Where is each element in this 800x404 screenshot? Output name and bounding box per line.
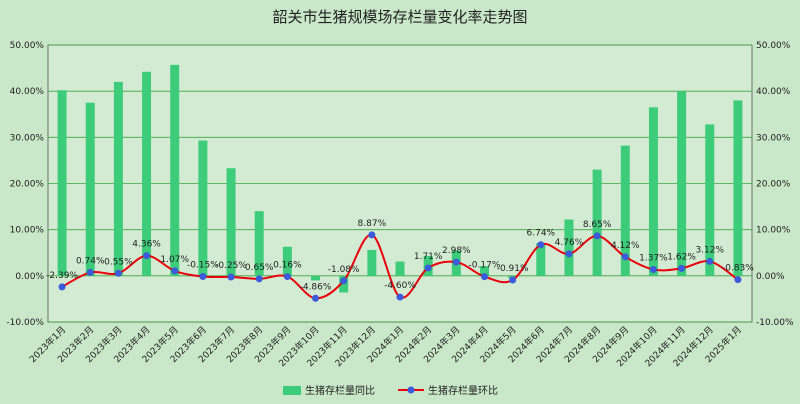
line-marker — [368, 231, 376, 239]
data-label: 0.55% — [104, 257, 133, 267]
bar — [85, 102, 95, 276]
bar — [677, 91, 687, 276]
data-label: 2.98% — [442, 246, 471, 256]
bar — [564, 219, 574, 276]
bar — [648, 107, 658, 276]
line-marker — [396, 293, 404, 301]
bar — [620, 145, 630, 276]
line-marker — [706, 257, 714, 265]
line-marker — [565, 250, 573, 258]
data-label: 0.74% — [76, 256, 105, 266]
y-tick-label-right: 0.00% — [756, 272, 785, 282]
data-label: 1.07% — [160, 255, 189, 265]
line-marker — [312, 294, 320, 302]
line-marker — [283, 273, 291, 281]
data-label: -1.08% — [328, 265, 360, 275]
data-label: -0.91% — [497, 264, 529, 274]
y-tick-label-right: 20.00% — [756, 180, 791, 190]
data-label: -2.39% — [46, 271, 78, 281]
y-tick-label-left: 10.00% — [10, 226, 45, 236]
y-tick-label-right: 10.00% — [756, 226, 791, 236]
y-tick-label-right: 40.00% — [756, 87, 791, 97]
line-marker — [171, 267, 179, 275]
data-label: 1.62% — [667, 252, 696, 262]
bar — [592, 169, 602, 276]
data-label: -0.25% — [215, 261, 247, 271]
y-tick-label-right: 30.00% — [756, 133, 791, 143]
data-label: -0.17% — [469, 261, 501, 271]
y-tick-label-left: 30.00% — [10, 133, 45, 143]
line-marker — [58, 283, 66, 291]
data-label: 1.37% — [639, 254, 668, 264]
data-label: -4.60% — [384, 281, 416, 291]
chart-title: 韶关市生猪规模场存栏量变化率走势图 — [272, 8, 527, 26]
bar — [226, 168, 236, 276]
line-marker — [143, 252, 151, 260]
bar — [142, 71, 152, 276]
bar — [395, 261, 405, 276]
line-marker — [649, 266, 657, 274]
line-marker — [537, 241, 545, 249]
bar — [113, 81, 123, 276]
line-marker — [114, 269, 122, 277]
line-marker — [678, 264, 686, 272]
line-marker — [509, 276, 517, 284]
y-tick-label-left: 0.00% — [15, 272, 44, 282]
plot-area: -10.00% -10.00% 0.00% 0.00% 10.00% 10.00% 20.0… — [6, 41, 794, 369]
bar — [479, 266, 489, 276]
data-label: -4.86% — [300, 282, 332, 292]
bar — [367, 249, 377, 276]
bar — [57, 90, 67, 276]
data-label: 4.12% — [611, 241, 640, 251]
y-tick-label-right: -10.00% — [756, 318, 794, 328]
y-tick-label-left: -10.00% — [6, 318, 44, 328]
y-tick-label-left: 20.00% — [10, 180, 45, 190]
line-marker — [734, 276, 742, 284]
legend-swatch-bar — [283, 386, 301, 395]
line-marker — [424, 264, 432, 272]
y-tick-label-left: 40.00% — [10, 87, 45, 97]
line-marker — [452, 258, 460, 266]
data-label: -0.83% — [722, 264, 754, 274]
bar — [733, 100, 743, 276]
data-label: 1.71% — [414, 252, 443, 262]
line-marker — [255, 275, 263, 283]
data-label: 4.76% — [555, 238, 584, 248]
y-tick-label-left: 50.00% — [10, 41, 45, 51]
y-tick-label-right: 50.00% — [756, 41, 791, 51]
legend-label-bar: 生猪存栏量同比 — [305, 384, 375, 397]
data-label: 6.74% — [527, 229, 556, 239]
bar — [536, 243, 546, 276]
data-label: 8.65% — [583, 220, 612, 230]
bar — [170, 64, 180, 276]
line-marker — [227, 273, 235, 281]
line-marker — [621, 253, 629, 261]
data-label: 8.87% — [358, 219, 387, 229]
bar — [282, 246, 292, 276]
line-marker — [340, 277, 348, 285]
line-marker — [199, 273, 207, 281]
line-marker — [86, 268, 94, 276]
line-marker — [593, 232, 601, 240]
bar — [198, 140, 208, 276]
legend-swatch-marker — [407, 386, 415, 394]
bar — [254, 211, 264, 276]
legend-label-line: 生猪存栏量环比 — [428, 384, 498, 397]
data-label: 4.36% — [132, 240, 161, 250]
data-label: 0.16% — [273, 261, 302, 271]
data-label: -0.15% — [187, 261, 219, 271]
data-label: 3.12% — [695, 245, 724, 255]
bar — [311, 275, 321, 281]
data-label: 0.65% — [245, 263, 274, 273]
line-marker — [480, 273, 488, 281]
legend: 生猪存栏量同比 生猪存栏量环比 — [283, 384, 498, 397]
bar — [705, 124, 715, 276]
